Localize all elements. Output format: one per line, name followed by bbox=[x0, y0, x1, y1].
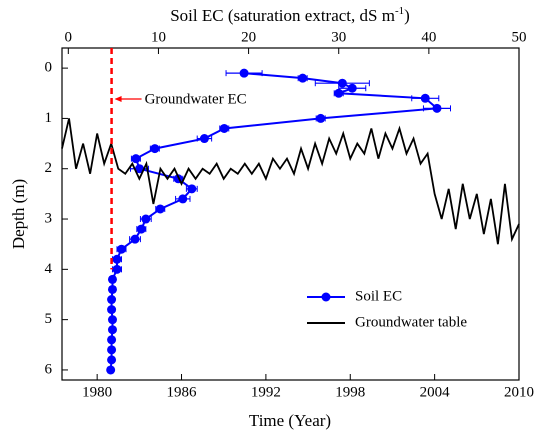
soil-ec-point bbox=[432, 103, 442, 113]
top-tick-label: 30 bbox=[331, 29, 346, 45]
soil-ec-point bbox=[112, 254, 122, 264]
x-tick-label: 1986 bbox=[167, 384, 198, 400]
annotation-arrowhead bbox=[114, 96, 122, 102]
soil-ec-point bbox=[199, 134, 209, 144]
soil-ec-point bbox=[239, 68, 249, 78]
soil-ec-point bbox=[178, 194, 188, 204]
y-tick-label: 6 bbox=[45, 361, 53, 377]
soil-ec-point bbox=[107, 315, 117, 325]
soil-ec-point bbox=[135, 164, 145, 174]
top-tick-label: 40 bbox=[421, 29, 436, 45]
top-tick-label: 0 bbox=[65, 29, 73, 45]
x-tick-label: 2010 bbox=[504, 384, 534, 400]
soil-ec-point bbox=[337, 78, 347, 88]
soil-ec-point bbox=[347, 83, 357, 93]
soil-ec-point bbox=[298, 73, 308, 83]
x-tick-label: 1980 bbox=[82, 384, 112, 400]
x-axis-label: Time (Year) bbox=[249, 411, 331, 430]
soil-ec-point bbox=[107, 274, 117, 284]
y-tick-label: 3 bbox=[45, 210, 53, 226]
y-tick-label: 0 bbox=[45, 60, 53, 76]
soil-ec-point bbox=[107, 295, 117, 305]
soil-ec-point bbox=[219, 123, 229, 133]
soil-ec-point bbox=[136, 224, 146, 234]
soil-ec-point bbox=[106, 365, 116, 375]
top-axis-label: Soil EC (saturation extract, dS m-1) bbox=[170, 5, 410, 25]
plot-frame bbox=[61, 47, 520, 381]
soil-ec-point bbox=[107, 355, 117, 365]
top-axis-label-text: Soil EC (saturation extract, dS m bbox=[170, 6, 395, 25]
soil-ec-point bbox=[420, 93, 430, 103]
soil-ec-point bbox=[131, 154, 141, 164]
x-tick-label: 1992 bbox=[251, 384, 281, 400]
y-tick-label: 4 bbox=[45, 261, 53, 277]
soil-ec-point bbox=[130, 234, 140, 244]
y-tick-label: 5 bbox=[45, 311, 53, 327]
soil-ec-point bbox=[112, 264, 122, 274]
top-axis-label-sup: -1 bbox=[395, 5, 404, 17]
y-tick-label: 1 bbox=[45, 110, 53, 126]
top-axis-label-end: ) bbox=[404, 6, 410, 25]
y-axis-label: Depth (m) bbox=[9, 179, 28, 249]
soil-ec-point bbox=[150, 144, 160, 154]
soil-ec-point bbox=[107, 305, 117, 315]
soil-ec-point bbox=[107, 325, 117, 335]
soil-ec-point bbox=[187, 184, 197, 194]
soil-ec-point bbox=[141, 214, 151, 224]
soil-ec-point bbox=[116, 244, 126, 254]
soil-ec-point bbox=[316, 113, 326, 123]
y-tick-label: 2 bbox=[45, 160, 53, 176]
legend-marker bbox=[321, 292, 331, 302]
soil-ec-point bbox=[107, 345, 117, 355]
top-tick-label: 10 bbox=[151, 29, 166, 45]
soil-ec-point bbox=[107, 284, 117, 294]
legend-label: Groundwater table bbox=[355, 314, 467, 330]
legend-label: Soil EC bbox=[355, 288, 402, 304]
soil-ec-point bbox=[107, 335, 117, 345]
x-tick-label: 1998 bbox=[335, 384, 365, 400]
groundwater-line bbox=[61, 118, 520, 245]
top-tick-label: 20 bbox=[241, 29, 256, 45]
soil-ec-point bbox=[155, 204, 165, 214]
x-tick-label: 2004 bbox=[420, 384, 451, 400]
annotation-text: Groundwater EC bbox=[145, 91, 247, 107]
soil-ec-point bbox=[334, 88, 344, 98]
top-tick-label: 50 bbox=[512, 29, 527, 45]
